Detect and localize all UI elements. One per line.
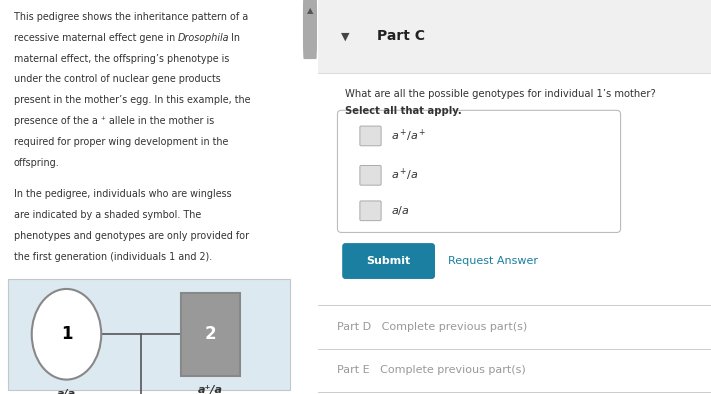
Text: Part D   Complete previous part(s): Part D Complete previous part(s) (338, 322, 528, 332)
Text: a⁺/a: a⁺/a (198, 385, 223, 394)
Text: 1: 1 (60, 325, 73, 343)
Text: present in the mother’s egg. In this example, the: present in the mother’s egg. In this exa… (14, 95, 250, 105)
Text: ▼: ▼ (341, 32, 350, 41)
Text: Request Answer: Request Answer (447, 256, 538, 266)
Text: maternal effect, the offspring’s phenotype is: maternal effect, the offspring’s phenoty… (14, 54, 229, 63)
Text: What are all the possible genotypes for individual 1’s mother?: What are all the possible genotypes for … (346, 89, 656, 98)
Text: Submit: Submit (366, 256, 411, 266)
FancyBboxPatch shape (342, 243, 435, 279)
Text: . In: . In (225, 33, 240, 43)
Text: presence of the a ⁺ allele in the mother is: presence of the a ⁺ allele in the mother… (14, 116, 214, 126)
FancyBboxPatch shape (338, 110, 621, 232)
FancyBboxPatch shape (318, 0, 711, 73)
Text: a/a: a/a (57, 389, 76, 394)
Text: required for proper wing development in the: required for proper wing development in … (14, 137, 228, 147)
Text: phenotypes and genotypes are only provided for: phenotypes and genotypes are only provid… (14, 231, 249, 241)
FancyBboxPatch shape (303, 0, 317, 59)
Text: Part E   Complete previous part(s): Part E Complete previous part(s) (338, 365, 526, 375)
Text: Part C: Part C (377, 30, 424, 43)
Text: $a^+\!/a$: $a^+\!/a$ (390, 167, 418, 184)
Text: 2: 2 (205, 325, 217, 343)
FancyBboxPatch shape (360, 201, 381, 221)
Text: This pedigree shows the inheritance pattern of a: This pedigree shows the inheritance patt… (14, 12, 248, 22)
Circle shape (32, 289, 101, 379)
Text: offspring.: offspring. (14, 158, 59, 168)
Text: In the pedigree, individuals who are wingless: In the pedigree, individuals who are win… (14, 190, 231, 199)
Text: recessive maternal effect gene in: recessive maternal effect gene in (14, 33, 178, 43)
Text: $a/a$: $a/a$ (390, 204, 410, 217)
FancyBboxPatch shape (8, 279, 290, 390)
Text: under the control of nuclear gene products: under the control of nuclear gene produc… (14, 74, 220, 84)
FancyBboxPatch shape (181, 293, 240, 375)
Text: Select all that apply.: Select all that apply. (346, 106, 462, 116)
FancyBboxPatch shape (360, 126, 381, 146)
Text: $a^+\!/a^+$: $a^+\!/a^+$ (390, 128, 426, 144)
FancyBboxPatch shape (360, 165, 381, 185)
Text: are indicated by a shaded symbol. The: are indicated by a shaded symbol. The (14, 210, 201, 220)
Text: ▲: ▲ (306, 6, 314, 15)
Text: Drosophila: Drosophila (178, 33, 229, 43)
Text: the first generation (individuals 1 and 2).: the first generation (individuals 1 and … (14, 252, 212, 262)
